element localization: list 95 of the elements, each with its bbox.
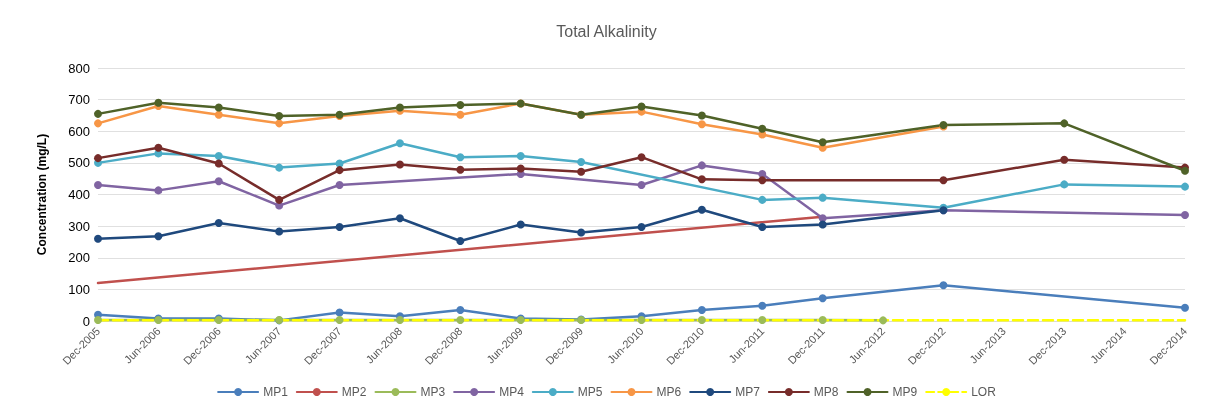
point <box>516 151 525 160</box>
point <box>214 151 223 160</box>
point <box>1060 180 1069 189</box>
point <box>456 316 465 325</box>
point <box>456 236 465 245</box>
point <box>94 181 102 190</box>
point <box>395 316 404 325</box>
point <box>516 220 525 229</box>
point <box>395 160 404 169</box>
point <box>94 119 102 128</box>
legend-label: LOR <box>971 385 997 399</box>
point <box>697 175 706 184</box>
legend-label: MP4 <box>499 385 525 399</box>
point <box>154 143 163 152</box>
y-axis-title: Concentration (mg/L) <box>35 133 49 256</box>
point <box>154 186 163 195</box>
point <box>939 281 948 290</box>
y-tick-label: 200 <box>68 250 90 266</box>
point <box>1060 155 1069 164</box>
point <box>335 223 344 232</box>
legend-label: MP3 <box>420 385 446 399</box>
y-tick-label: 500 <box>68 155 90 171</box>
point <box>758 301 767 310</box>
y-tick-label: 300 <box>68 218 90 234</box>
point <box>275 119 284 128</box>
point <box>1060 119 1069 128</box>
point <box>818 138 827 147</box>
point <box>697 316 706 325</box>
point <box>758 124 767 133</box>
point <box>577 167 586 176</box>
point <box>577 157 586 166</box>
point <box>456 110 465 119</box>
point <box>758 223 767 232</box>
legend-label: MP6 <box>656 385 682 399</box>
legend-label: MP1 <box>263 385 289 399</box>
point <box>275 163 284 172</box>
point <box>697 205 706 214</box>
point <box>395 214 404 223</box>
point <box>879 316 888 325</box>
point <box>516 164 525 173</box>
point <box>214 218 223 227</box>
y-tick-label: 0 <box>82 313 90 329</box>
point <box>818 294 827 303</box>
point <box>939 176 948 185</box>
point <box>1181 211 1189 220</box>
point <box>214 110 223 119</box>
point <box>456 101 465 109</box>
point <box>697 111 706 120</box>
point <box>818 193 827 202</box>
point <box>818 316 827 325</box>
point <box>637 102 646 111</box>
y-tick-label: 800 <box>68 60 90 76</box>
point <box>697 305 706 314</box>
legend-label: MP9 <box>892 385 918 399</box>
point <box>758 316 767 325</box>
point <box>456 305 465 314</box>
y-tick-label: 600 <box>68 123 90 139</box>
point <box>697 120 706 129</box>
legend-label: MP7 <box>735 385 761 399</box>
point <box>275 227 284 236</box>
point <box>335 181 344 190</box>
point <box>456 165 465 174</box>
point <box>214 103 223 112</box>
y-tick-label: 100 <box>68 281 90 297</box>
point <box>94 234 102 243</box>
point <box>1181 182 1189 191</box>
point <box>818 220 827 229</box>
point <box>637 153 646 162</box>
point <box>335 308 344 317</box>
point <box>637 223 646 232</box>
point <box>214 177 223 186</box>
point <box>577 228 586 237</box>
point <box>94 316 102 325</box>
chart-title: Total Alkalinity <box>556 22 657 40</box>
point <box>335 316 344 325</box>
legend-label: MP8 <box>813 385 839 399</box>
point <box>335 166 344 175</box>
point <box>154 232 163 241</box>
point <box>758 176 767 185</box>
y-tick-label: 400 <box>68 187 90 202</box>
point <box>94 109 102 118</box>
point <box>275 195 284 204</box>
point <box>395 139 404 148</box>
point <box>214 159 223 168</box>
legend-label: MP5 <box>577 385 603 399</box>
point <box>456 153 465 162</box>
point <box>758 195 767 204</box>
point <box>1181 303 1189 312</box>
y-tick-label: 700 <box>68 92 90 108</box>
legend-label: MP2 <box>341 385 367 399</box>
point <box>275 112 284 121</box>
point <box>697 161 706 170</box>
point <box>637 316 646 325</box>
point <box>94 154 102 163</box>
point <box>637 181 646 190</box>
